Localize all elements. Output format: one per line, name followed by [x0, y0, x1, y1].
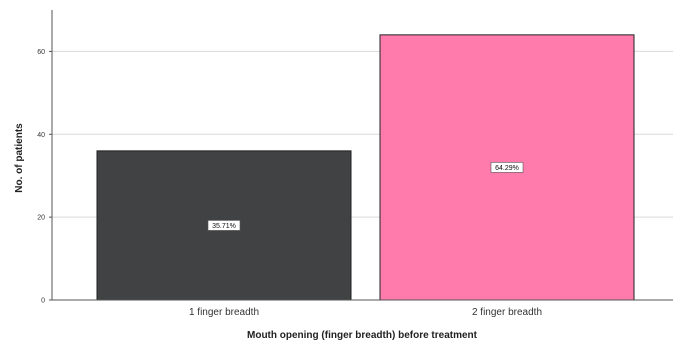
data-label-2: 64.29%: [495, 165, 519, 172]
y-axis-title: No. of patients: [14, 123, 25, 193]
x-tick-labels: 1 finger breadth 2 finger breadth: [189, 307, 542, 318]
x-axis-title: Mouth opening (finger breadth) before tr…: [247, 330, 478, 341]
y-tick-label-60: 60: [37, 49, 45, 56]
bars: [96, 34, 635, 301]
y-tick-label-0: 0: [41, 298, 45, 305]
y-tick-label-20: 20: [37, 215, 45, 222]
axes: [51, 10, 673, 301]
x-tick-label-1: 1 finger breadth: [189, 307, 259, 318]
data-label-box-2: [490, 162, 524, 173]
y-tick-labels: 0 20 40 60: [37, 49, 52, 305]
y-tick-label-40: 40: [37, 132, 45, 139]
data-labels: 35.71% 64.29%: [207, 162, 524, 231]
x-tick-label-2: 2 finger breadth: [472, 307, 542, 318]
data-label-box-1: [207, 220, 241, 231]
data-label-1: 35.71%: [212, 223, 236, 230]
